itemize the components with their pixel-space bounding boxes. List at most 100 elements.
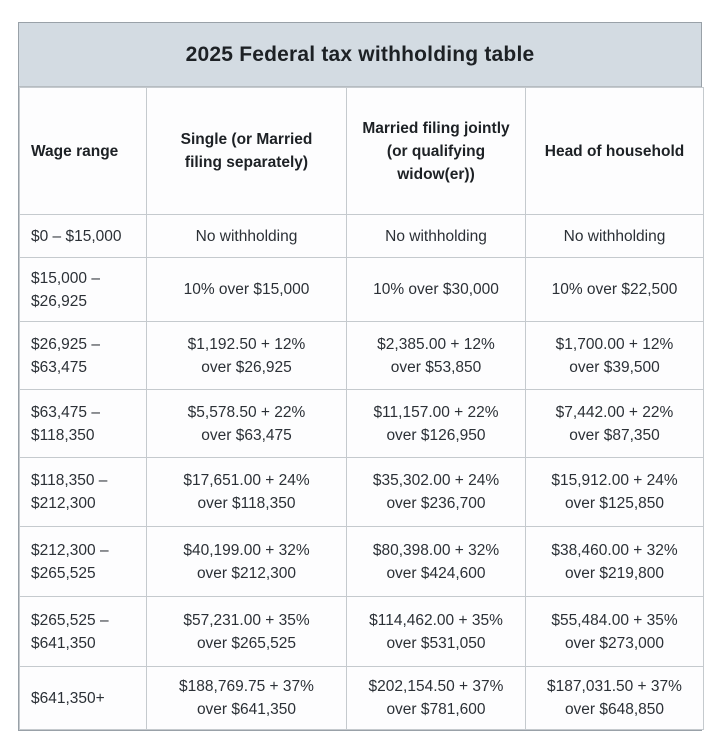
cell-text: $80,398.00 + 32% bbox=[372, 541, 500, 559]
head-of-household-cell: $15,912.00 + 24% over $125,850 bbox=[525, 457, 704, 527]
cell-text: $15,000 – bbox=[31, 269, 100, 287]
head-of-household-cell: $7,442.00 + 22% over $87,350 bbox=[525, 389, 704, 458]
married-jointly-cell: No withholding bbox=[346, 214, 526, 258]
cell-text: over $648,850 bbox=[564, 701, 665, 718]
cell-text: $265,525 – bbox=[31, 611, 109, 629]
married-jointly-cell: $35,302.00 + 24% over $236,700 bbox=[346, 457, 526, 527]
wage-range-cell: $26,925 – $63,475 bbox=[19, 321, 147, 390]
head-of-household-cell: $55,484.00 + 35% over $273,000 bbox=[525, 596, 704, 667]
cell-text: No withholding bbox=[563, 227, 666, 245]
cell-text: over $212,300 bbox=[196, 564, 297, 582]
married-jointly-cell: $11,157.00 + 22% over $126,950 bbox=[346, 389, 526, 458]
cell-text: $118,350 – bbox=[31, 472, 108, 489]
cell-text: over $87,350 bbox=[569, 426, 660, 444]
cell-text: $2,385.00 + 12% bbox=[377, 335, 495, 353]
cell-text: No withholding bbox=[385, 227, 487, 245]
cell-text: $7,442.00 + 22% bbox=[555, 403, 674, 421]
married-jointly-cell: $80,398.00 + 32% over $424,600 bbox=[346, 526, 526, 597]
cell-text: $63,475 – bbox=[31, 403, 100, 421]
column-header-married-jointly: Married filing jointly (or qualifying wi… bbox=[346, 87, 526, 215]
cell-text: over $273,000 bbox=[564, 634, 665, 652]
cell-text: over $265,525 bbox=[196, 634, 297, 652]
cell-text: $187,031.50 + 37% bbox=[547, 678, 682, 695]
column-header-label: Head of household bbox=[544, 142, 685, 160]
table-body: $0 – $15,000 No withholding No withholdi… bbox=[19, 214, 704, 730]
cell-text: $11,157.00 + 22% bbox=[373, 403, 499, 421]
cell-text: $40,199.00 + 32% bbox=[183, 541, 310, 559]
cell-text: 10% over $30,000 bbox=[373, 281, 499, 298]
cell-text: over $118,350 bbox=[197, 495, 296, 512]
wage-range-cell: $0 – $15,000 bbox=[19, 214, 147, 258]
cell-text: $26,925 – bbox=[31, 335, 100, 353]
cell-text: $114,462.00 + 35% bbox=[369, 611, 503, 629]
cell-text: over $531,050 bbox=[386, 634, 486, 652]
cell-text: over $781,600 bbox=[386, 701, 486, 718]
cell-text: over $126,950 bbox=[386, 426, 486, 444]
column-header-label: widow(er)) bbox=[397, 165, 475, 183]
wage-range-cell: $212,300 – $265,525 bbox=[19, 526, 147, 597]
cell-text: over $26,925 bbox=[201, 358, 292, 376]
wage-range-cell: $63,475 – $118,350 bbox=[19, 389, 147, 458]
married-jointly-cell: $202,154.50 + 37% over $781,600 bbox=[346, 666, 526, 730]
column-header-label: Single (or Married bbox=[180, 131, 313, 148]
cell-text: 10% over $15,000 bbox=[183, 281, 310, 298]
column-header-label: Wage range bbox=[31, 142, 119, 160]
cell-text: $212,300 bbox=[31, 495, 96, 512]
head-of-household-cell: 10% over $22,500 bbox=[525, 257, 704, 322]
table-row: $26,925 – $63,475 $1,192.50 + 12% over $… bbox=[19, 321, 704, 390]
column-header-head-of-household: Head of household bbox=[525, 87, 704, 215]
single-cell: $17,651.00 + 24% over $118,350 bbox=[146, 457, 347, 527]
married-jointly-cell: $114,462.00 + 35% over $531,050 bbox=[346, 596, 526, 667]
head-of-household-cell: No withholding bbox=[525, 214, 704, 258]
cell-text: $641,350 bbox=[31, 634, 96, 652]
cell-text: over $39,500 bbox=[569, 358, 660, 376]
single-cell: $57,231.00 + 35% over $265,525 bbox=[146, 596, 347, 667]
single-cell: $1,192.50 + 12% over $26,925 bbox=[146, 321, 347, 390]
cell-text: $641,350+ bbox=[31, 689, 105, 707]
cell-text: $118,350 bbox=[31, 426, 95, 444]
cell-text: $15,912.00 + 24% bbox=[551, 472, 678, 489]
table-row: $641,350+ $188,769.75 + 37% over $641,35… bbox=[19, 666, 704, 730]
single-cell: $40,199.00 + 32% over $212,300 bbox=[146, 526, 347, 597]
wage-range-cell: $15,000 – $26,925 bbox=[19, 257, 147, 322]
cell-text: over $63,475 bbox=[201, 426, 292, 444]
header-row: Wage range Single (or Married filing sep… bbox=[19, 87, 704, 215]
table-row: $118,350 – $212,300 $17,651.00 + 24% ove… bbox=[19, 457, 704, 527]
tax-withholding-table: Wage range Single (or Married filing sep… bbox=[19, 87, 704, 730]
cell-text: over $641,350 bbox=[196, 701, 297, 718]
cell-text: over $236,700 bbox=[386, 495, 486, 512]
cell-text: $1,700.00 + 12% bbox=[555, 335, 674, 353]
page-title: 2025 Federal tax withholding table bbox=[185, 42, 535, 66]
cell-text: over $125,850 bbox=[564, 495, 665, 512]
cell-text: $57,231.00 + 35% bbox=[183, 611, 310, 629]
table-row: $265,525 – $641,350 $57,231.00 + 35% ove… bbox=[19, 596, 704, 667]
table-row: $0 – $15,000 No withholding No withholdi… bbox=[19, 214, 704, 258]
table-row: $15,000 – $26,925 10% over $15,000 10% o… bbox=[19, 257, 704, 322]
head-of-household-cell: $38,460.00 + 32% over $219,800 bbox=[525, 526, 704, 597]
table-header: Wage range Single (or Married filing sep… bbox=[19, 87, 704, 215]
married-jointly-cell: 10% over $30,000 bbox=[346, 257, 526, 322]
table-row: $63,475 – $118,350 $5,578.50 + 22% over … bbox=[19, 389, 704, 458]
table-title-bar: 2025 Federal tax withholding table bbox=[19, 23, 701, 87]
single-cell: $188,769.75 + 37% over $641,350 bbox=[146, 666, 347, 730]
wage-range-cell: $118,350 – $212,300 bbox=[19, 457, 147, 527]
cell-text: $188,769.75 + 37% bbox=[179, 678, 314, 695]
column-header-label: (or qualifying bbox=[386, 142, 486, 160]
tax-withholding-table-card: 2025 Federal tax withholding table Wage … bbox=[18, 22, 704, 731]
head-of-household-cell: $187,031.50 + 37% over $648,850 bbox=[525, 666, 704, 730]
cell-text: $63,475 bbox=[31, 358, 88, 376]
single-cell: No withholding bbox=[146, 214, 347, 258]
cell-text: $38,460.00 + 32% bbox=[551, 541, 678, 559]
cell-text: No withholding bbox=[195, 227, 298, 245]
cell-text: $5,578.50 + 22% bbox=[187, 403, 306, 421]
single-cell: $5,578.50 + 22% over $63,475 bbox=[146, 389, 347, 458]
cell-text: $17,651.00 + 24% bbox=[183, 472, 310, 489]
column-header-label: filing separately) bbox=[184, 154, 309, 171]
cell-text: $55,484.00 + 35% bbox=[551, 611, 678, 629]
cell-text: $265,525 bbox=[31, 564, 96, 582]
cell-text: over $219,800 bbox=[564, 564, 665, 582]
cell-text: $0 – $15,000 bbox=[31, 227, 122, 245]
cell-text: $35,302.00 + 24% bbox=[372, 472, 500, 489]
column-header-single: Single (or Married filing separately) bbox=[146, 87, 347, 215]
cell-text: $26,925 bbox=[31, 292, 88, 310]
